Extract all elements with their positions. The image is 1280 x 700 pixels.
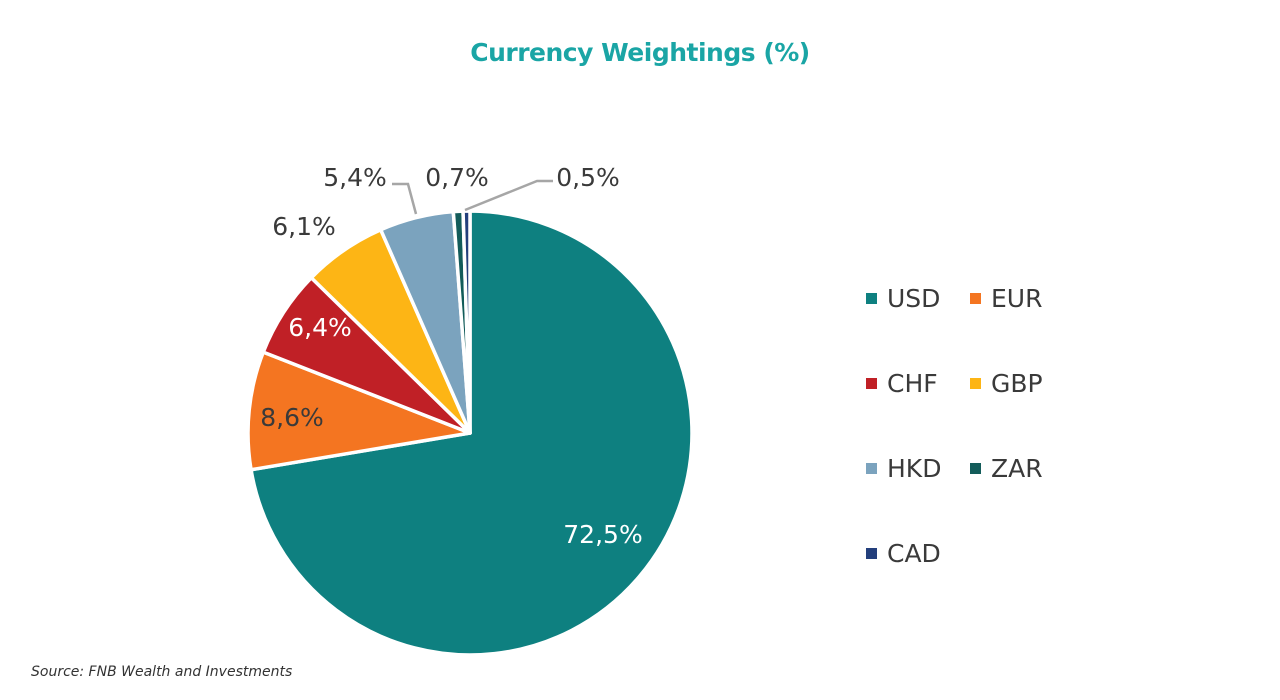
data-label-hkd: 5,4% <box>323 163 387 192</box>
legend-label: CHF <box>887 369 938 398</box>
legend-label: HKD <box>887 454 942 483</box>
pie-slice-eur <box>246 350 472 472</box>
leader-line <box>464 179 553 212</box>
legend-swatch <box>866 378 877 389</box>
legend-swatch <box>866 463 877 474</box>
legend-item-usd: USD <box>866 284 940 313</box>
legend-label: GBP <box>991 369 1043 398</box>
legend-label: USD <box>887 284 941 313</box>
legend-item-gbp: GBP <box>970 369 1043 398</box>
legend-swatch <box>970 378 981 389</box>
legend-swatch <box>970 463 981 474</box>
source-note: Source: FNB Wealth and Investments <box>31 664 293 680</box>
legend-item-eur: EUR <box>970 284 1042 313</box>
data-label-zar: 0,7% <box>425 163 489 192</box>
data-label-chf: 6,4% <box>288 313 352 342</box>
legend-item-chf: CHF <box>866 369 938 398</box>
legend-item-zar: ZAR <box>970 454 1043 483</box>
data-label-eur: 8,6% <box>260 403 324 432</box>
data-label-usd: 72,5% <box>563 520 642 549</box>
legend-label: EUR <box>991 284 1043 313</box>
legend-item-cad: CAD <box>866 539 941 568</box>
legend-label: ZAR <box>991 454 1043 483</box>
data-label-cad: 0,5% <box>556 163 620 192</box>
legend-swatch <box>866 548 877 559</box>
pie-slice-cad <box>461 209 472 435</box>
legend-label: CAD <box>887 539 941 568</box>
legend-item-hkd: HKD <box>866 454 941 483</box>
data-label-gbp: 6,1% <box>272 212 336 241</box>
chart-title: Currency Weightings (%) <box>470 38 810 67</box>
legend-swatch <box>866 293 877 304</box>
leader-line <box>392 182 418 215</box>
legend-swatch <box>970 293 981 304</box>
